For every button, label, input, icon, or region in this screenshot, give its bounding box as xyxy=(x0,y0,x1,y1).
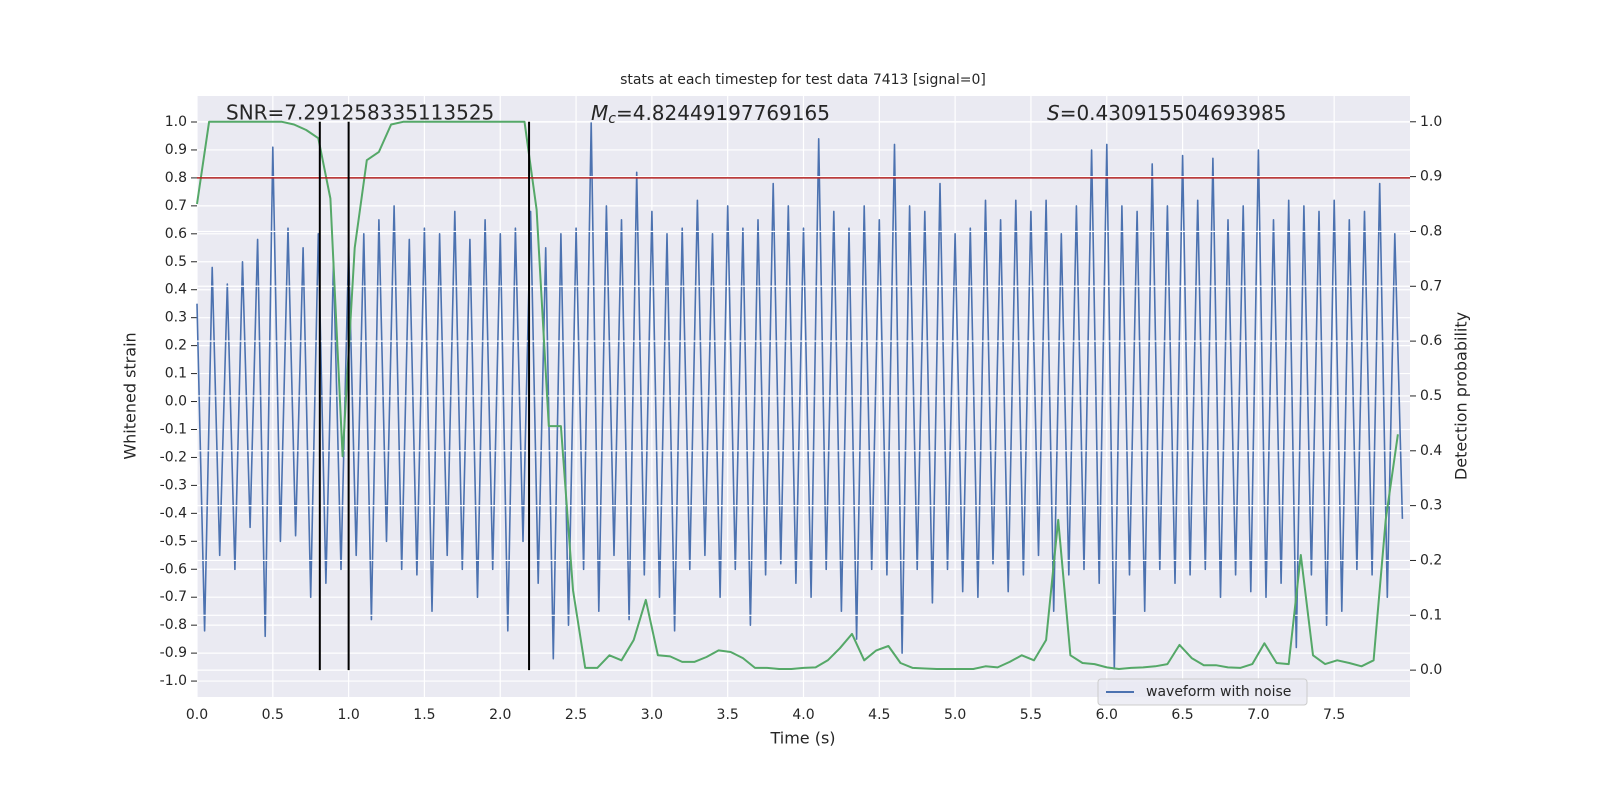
y-tick-label: 0.6 xyxy=(165,226,187,242)
y-tick-label: 0.9 xyxy=(165,142,187,158)
y-tick-label: -0.7 xyxy=(160,589,187,605)
y2-tick-label: 0.2 xyxy=(1420,552,1442,568)
y2-axis-label: Detection probability xyxy=(1452,312,1471,480)
y-tick-label: -0.9 xyxy=(160,645,187,661)
y-tick-label: -0.3 xyxy=(160,477,187,493)
y2-tick-label: 0.4 xyxy=(1420,443,1442,459)
y-axis-label: Whitened strain xyxy=(121,332,140,459)
y-tick-label: 0.5 xyxy=(165,254,187,270)
y2-tick-label: 0.9 xyxy=(1420,169,1442,185)
y-tick-label: 0.1 xyxy=(165,366,187,382)
y-tick-label: -0.6 xyxy=(160,561,187,577)
y-tick-label: 0.3 xyxy=(165,310,187,326)
x-tick-label: 1.0 xyxy=(337,707,359,723)
legend-label: waveform with noise xyxy=(1146,684,1291,700)
y2-tick-label: 0.0 xyxy=(1420,662,1442,678)
y2-tick-label: 0.7 xyxy=(1420,278,1442,294)
y-tick-label: -1.0 xyxy=(160,673,187,689)
y-tick-label: -0.2 xyxy=(160,449,187,465)
y-tick-label: 1.0 xyxy=(165,114,187,130)
y-tick-label: -0.1 xyxy=(160,421,187,437)
x-tick-label: 0.0 xyxy=(186,707,208,723)
y-tick-label: 0.8 xyxy=(165,170,187,186)
y2-tick-label: 1.0 xyxy=(1420,114,1442,130)
y2-tick-label: 0.5 xyxy=(1420,388,1442,404)
y-tick-label: -0.8 xyxy=(160,617,187,633)
y-tick-label: -0.5 xyxy=(160,533,187,549)
x-axis-label: Time (s) xyxy=(769,729,835,748)
x-tick-label: 5.0 xyxy=(944,707,966,723)
s-annotation: S=0.430915504693985 xyxy=(1047,101,1286,125)
x-tick-label: 6.0 xyxy=(1096,707,1118,723)
x-tick-label: 4.5 xyxy=(868,707,890,723)
y2-tick-label: 0.6 xyxy=(1420,333,1442,349)
line-series xyxy=(196,121,1404,671)
y-tick-label: 0.2 xyxy=(165,338,187,354)
y-tick-label: -0.4 xyxy=(160,505,187,521)
x-tick-label: 3.5 xyxy=(717,707,739,723)
legend: waveform with noise xyxy=(1097,678,1308,706)
y2-tick-label: 0.8 xyxy=(1420,223,1442,239)
y-tick-label: 0.0 xyxy=(165,394,187,410)
series xyxy=(196,121,1404,671)
y-tick-label: 0.4 xyxy=(165,282,187,298)
snr-annotation: SNR=7.291258335113525 xyxy=(226,101,494,125)
s-symbol: S xyxy=(1047,101,1060,125)
x-tick-label: 4.0 xyxy=(792,707,814,723)
x-tick-label: 6.5 xyxy=(1171,707,1193,723)
mc-annotation: Mc=4.82449197769165 xyxy=(591,101,830,128)
mc-symbol: M xyxy=(591,101,608,125)
s-value: =0.430915504693985 xyxy=(1060,101,1287,125)
x-tick-label: 5.5 xyxy=(1020,707,1042,723)
mc-subscript: c xyxy=(608,111,616,127)
y-tick-label: 0.7 xyxy=(165,198,187,214)
x-tick-label: 1.5 xyxy=(413,707,435,723)
x-tick-label: 2.5 xyxy=(565,707,587,723)
line-series xyxy=(196,120,1399,670)
chart-title: stats at each timestep for test data 741… xyxy=(620,72,986,88)
x-tick-label: 7.5 xyxy=(1323,707,1345,723)
y2-tick-label: 0.3 xyxy=(1420,498,1442,514)
x-tick-label: 0.5 xyxy=(262,707,284,723)
x-tick-label: 2.0 xyxy=(489,707,511,723)
y2-tick-label: 0.1 xyxy=(1420,607,1442,623)
x-tick-label: 7.0 xyxy=(1247,707,1269,723)
mc-value: =4.82449197769165 xyxy=(616,101,830,125)
x-tick-label: 3.0 xyxy=(641,707,663,723)
legend-box xyxy=(1097,678,1308,706)
